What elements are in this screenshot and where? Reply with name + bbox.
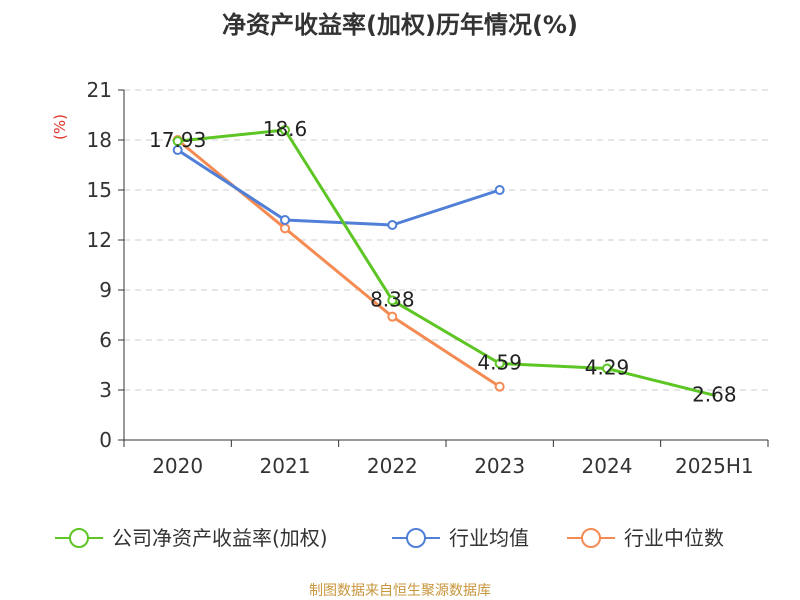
y-tick-label: 3 (99, 378, 112, 402)
legend-marker (69, 528, 89, 548)
gridlines (124, 89, 768, 391)
legend-item: 行业均值 (392, 526, 529, 550)
data-label: 4.59 (477, 351, 522, 375)
x-tick-label: 2023 (474, 454, 525, 478)
data-label: 4.29 (585, 356, 630, 380)
data-point (280, 215, 290, 225)
x-tick-label: 2022 (367, 454, 418, 478)
x-tick-labels: 2020 2021 2022 2023 2024 2025H1 (152, 454, 753, 478)
data-point (172, 136, 183, 147)
y-tick-label: 15 (87, 178, 112, 202)
series-line (176, 138, 502, 389)
y-tick-label: 18 (87, 128, 112, 152)
data-point (387, 220, 398, 230)
axes (118, 89, 769, 447)
data-labels: 17.93 18.6 8.38 4.59 4.29 2.68 (149, 117, 737, 406)
series-line (176, 148, 502, 227)
series-1 (172, 145, 505, 230)
legend-label: 公司净资产收益率(加权) (112, 526, 328, 550)
data-label: 18.6 (263, 117, 308, 141)
y-tick-label: 12 (87, 228, 112, 252)
legend-label: 行业中位数 (624, 526, 724, 550)
series-line (176, 128, 716, 397)
series-lines (172, 125, 716, 397)
data-point (494, 381, 505, 392)
x-tick-label: 2020 (152, 454, 203, 478)
data-point (387, 311, 398, 322)
x-tick-label: 2021 (260, 454, 311, 478)
legend-marker (406, 528, 426, 548)
data-point (494, 185, 505, 195)
y-axis-label: (%) (51, 114, 69, 140)
data-label: 8.38 (370, 287, 415, 311)
source-note: 制图数据来自恒生聚源数据库 (309, 583, 491, 599)
y-tick-label: 6 (99, 328, 112, 352)
x-tick-label: 2025H1 (675, 454, 754, 478)
legend-item: 行业中位数 (567, 526, 724, 550)
x-tick-label: 2024 (582, 454, 633, 478)
data-label: 2.68 (692, 382, 737, 406)
y-tick-label: 21 (87, 78, 112, 102)
series-0 (172, 125, 716, 397)
y-tick-label: 9 (99, 278, 112, 302)
legend: 公司净资产收益率(加权) 行业均值 行业中位数 (55, 526, 724, 550)
y-tick-label: 0 (99, 428, 112, 452)
legend-item: 公司净资产收益率(加权) (55, 526, 328, 550)
data-point (280, 223, 290, 234)
y-tick-labels: 0 3 6 9 12 15 18 21 (87, 78, 112, 452)
data-label: 17.93 (149, 128, 206, 152)
data-point (602, 363, 612, 374)
legend-label: 行业均值 (449, 526, 529, 550)
data-point (494, 358, 505, 369)
data-point (280, 125, 290, 135)
chart-title: 净资产收益率(加权)历年情况(%) (222, 11, 578, 39)
data-point (387, 295, 398, 306)
series-2 (172, 135, 505, 392)
legend-marker (581, 528, 601, 548)
